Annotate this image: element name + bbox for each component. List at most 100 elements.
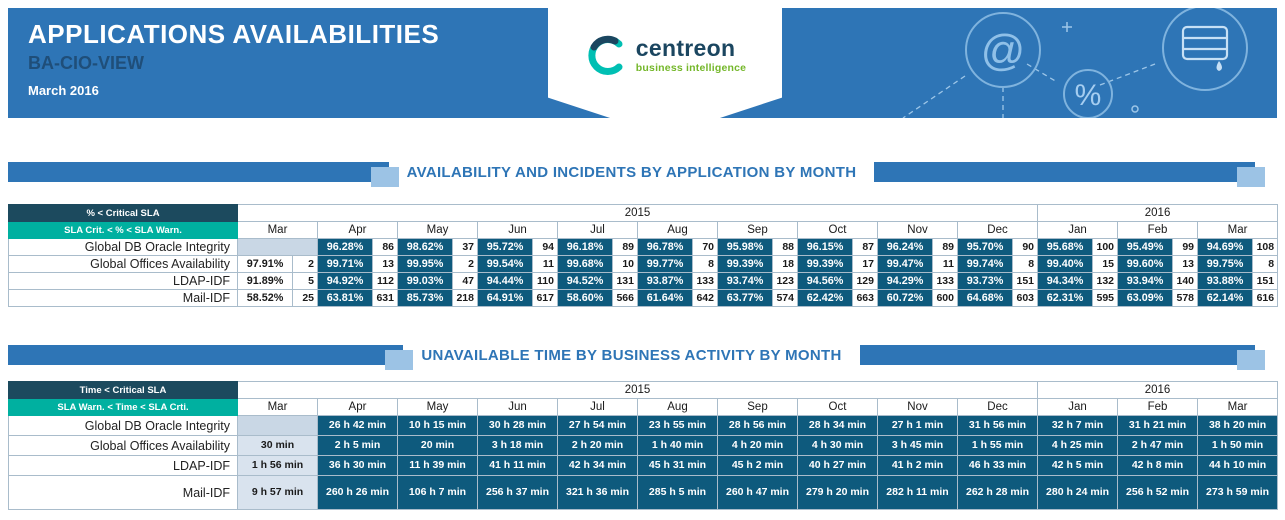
month-header: Jul	[557, 398, 638, 416]
incident-count-cell: 151	[1011, 272, 1039, 290]
unavailable-time-cell: 280 h 24 min	[1037, 475, 1119, 510]
unavailable-time-cell: 36 h 30 min	[317, 455, 398, 476]
unavailable-time-cell: 31 h 56 min	[956, 415, 1039, 436]
incident-count-cell: 642	[692, 289, 718, 307]
incident-count-cell: 87	[852, 238, 878, 256]
unavailable-time-cell: 28 h 56 min	[717, 415, 798, 436]
header-text-block: APPLICATIONS AVAILABILITIES BA-CIO-VIEW …	[28, 19, 440, 98]
incident-count-cell: 86	[372, 238, 398, 256]
at-circle	[965, 12, 1041, 88]
month-header: Mar	[237, 398, 318, 416]
availability-cell: 99.95%	[397, 255, 453, 273]
unavailable-time-cell: 282 h 11 min	[877, 475, 958, 510]
unavailable-time-cell: 1 h 56 min	[237, 455, 318, 476]
month-header: Nov	[877, 398, 958, 416]
availability-cell: 99.40%	[1037, 255, 1094, 273]
row-label: LDAP-IDF	[8, 272, 238, 290]
unavailable-time-cell: 1 h 40 min	[637, 435, 718, 456]
availability-cell: 99.77%	[637, 255, 693, 273]
empty-cell	[237, 415, 318, 436]
unavailable-time-cell: 45 h 2 min	[717, 455, 798, 476]
incident-count-cell: 574	[772, 289, 798, 307]
unavailable-time-cell: 1 h 55 min	[956, 435, 1039, 456]
month-header: May	[397, 398, 478, 416]
unavailable-time-cell: 256 h 52 min	[1117, 475, 1199, 510]
table-row: Global DB Oracle Integrity 26 h 42 min 10 …	[8, 415, 1279, 436]
unavailable-time-cell: 44 h 10 min	[1197, 455, 1279, 476]
availability-cell: 94.92%	[317, 272, 373, 290]
decoration-graphic: @ %	[902, 8, 1248, 118]
incident-count-cell: 110	[532, 272, 558, 290]
at-icon: @	[981, 26, 1026, 75]
server-circle	[1162, 8, 1248, 91]
availability-cell: 96.78%	[637, 238, 693, 256]
month-header: Feb	[1117, 221, 1199, 239]
percent-circle	[1063, 69, 1113, 118]
unavailable-time-cell: 4 h 25 min	[1037, 435, 1119, 456]
month-header-row: SLA Crit. < % < SLA Warn. Mar Apr May Jun Jul…	[8, 221, 1279, 239]
unavailable-time-cell: 1 h 50 min	[1197, 435, 1279, 456]
incident-count-cell: 10	[612, 255, 638, 273]
incident-count-cell: 603	[1011, 289, 1039, 307]
section-bar-left	[8, 162, 399, 187]
availability-cell: 94.29%	[877, 272, 933, 290]
unavailable-time-cell: 2 h 47 min	[1117, 435, 1199, 456]
month-header: Sep	[717, 398, 798, 416]
section-title-availability: AVAILABILITY AND INCIDENTS BY APPLICATIO…	[406, 163, 857, 181]
unavailable-time-cell: 273 h 59 min	[1197, 475, 1279, 510]
unavailable-time-cell: 106 h 7 min	[397, 475, 478, 510]
month-header: Jun	[477, 398, 558, 416]
availability-cell: 60.72%	[877, 289, 933, 307]
incident-count-cell: 129	[852, 272, 878, 290]
table-row: Global Offices Availability 97.91% 2 99.71%…	[8, 255, 1279, 273]
row-label: Mail-IDF	[8, 289, 238, 307]
availability-cell: 63.77%	[717, 289, 773, 307]
incident-count-cell: 89	[932, 238, 958, 256]
year-header: 2016	[1037, 381, 1279, 399]
plus-mark-icon	[1062, 22, 1072, 32]
availability-cell: 99.74%	[957, 255, 1013, 273]
unavailable-time-cell: 27 h 54 min	[557, 415, 638, 436]
logo-wordmark: centreon business intelligence	[636, 36, 746, 74]
unavailable-time-cell: 260 h 26 min	[317, 475, 398, 510]
sla-critical-legend: % < Critical SLA	[8, 204, 238, 222]
incident-count-cell: 2	[452, 255, 478, 273]
unavailable-time-cell: 10 h 15 min	[397, 415, 478, 436]
incident-count-cell: 8	[1252, 255, 1279, 273]
unavailable-time-cell: 42 h 34 min	[557, 455, 638, 476]
incident-count-cell: 578	[1172, 289, 1199, 307]
table-row: Global Offices Availability 30 min 2 h 5 m…	[8, 435, 1279, 456]
month-header: May	[397, 221, 478, 239]
incident-count-cell: 108	[1252, 238, 1279, 256]
month-header: Dec	[956, 221, 1039, 239]
availability-cell: 94.52%	[557, 272, 613, 290]
month-header: Mar	[1197, 398, 1279, 416]
unavailable-time-cell: 279 h 20 min	[797, 475, 878, 510]
report-page: APPLICATIONS AVAILABILITIES BA-CIO-VIEW …	[8, 8, 1279, 510]
unavailable-time-cell: 42 h 8 min	[1117, 455, 1199, 476]
unavailable-time-cell: 32 h 7 min	[1037, 415, 1119, 436]
unavailable-time-cell: 42 h 5 min	[1037, 455, 1119, 476]
availability-cell: 62.42%	[797, 289, 853, 307]
availability-cell: 64.68%	[957, 289, 1013, 307]
month-header: Jan	[1037, 398, 1119, 416]
incident-count-cell: 2	[292, 255, 318, 273]
section-bar-right	[859, 345, 1266, 370]
availability-cell: 99.39%	[717, 255, 773, 273]
incident-count-cell: 133	[932, 272, 958, 290]
availability-cell: 61.64%	[637, 289, 693, 307]
year-header-row: Time < Critical SLA 2015 2016	[8, 381, 1279, 399]
incident-count-cell: 600	[932, 289, 958, 307]
section-title-unavailable: UNAVAILABLE TIME BY BUSINESS ACTIVITY BY…	[421, 346, 842, 364]
incident-count-cell: 88	[772, 238, 798, 256]
availability-cell: 62.31%	[1037, 289, 1094, 307]
unavailable-time-cell: 321 h 36 min	[557, 475, 638, 510]
availability-cell: 95.70%	[957, 238, 1013, 256]
incident-count-cell: 8	[1011, 255, 1039, 273]
row-label: Global DB Oracle Integrity	[8, 238, 238, 256]
drop-icon	[1216, 61, 1222, 71]
unavailable-time-cell: 41 h 11 min	[477, 455, 558, 476]
availability-cell: 85.73%	[397, 289, 453, 307]
availability-cell: 94.69%	[1197, 238, 1254, 256]
report-title: APPLICATIONS AVAILABILITIES	[28, 19, 440, 49]
